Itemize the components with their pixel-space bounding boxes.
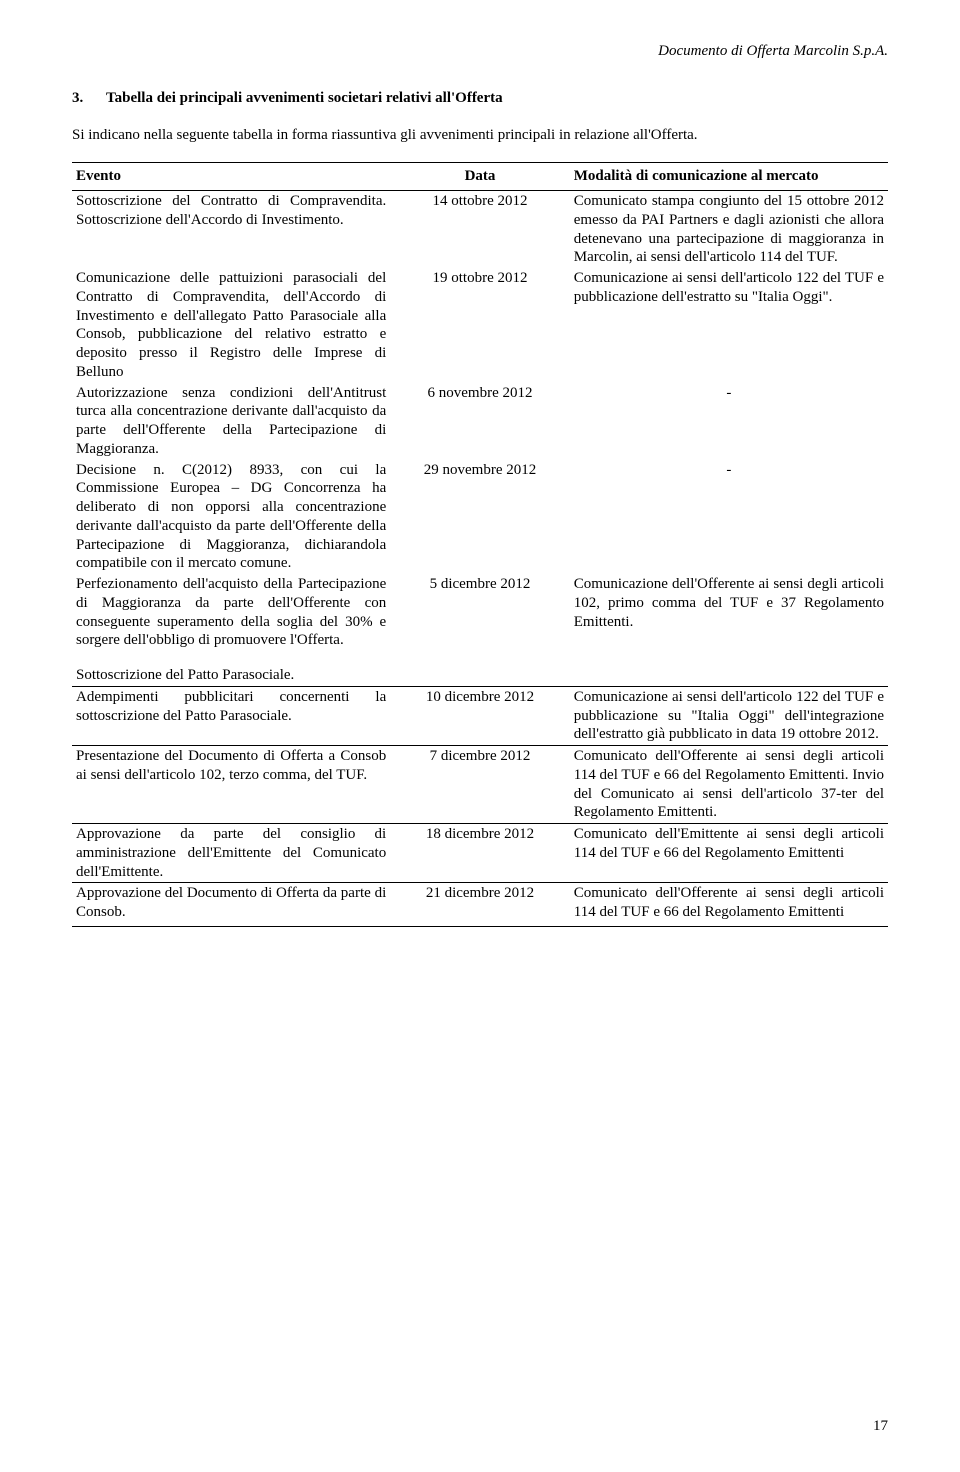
cell-modalita: Comunicato stampa congiunto del 15 ottob…	[570, 191, 888, 269]
cell-modalita: -	[570, 383, 888, 460]
cell-data: 6 novembre 2012	[390, 383, 570, 460]
cell-modalita: -	[570, 460, 888, 575]
cell-modalita: Comunicazione ai sensi dell'articolo 122…	[570, 268, 888, 383]
cell-data: 29 novembre 2012	[390, 460, 570, 575]
cell-data: 14 ottobre 2012	[390, 191, 570, 269]
cell-modalita: Comunicato dell'Offerente ai sensi degli…	[570, 883, 888, 927]
cell-modalita: Comunicato dell'Emittente ai sensi degli…	[570, 824, 888, 883]
table-header-row: Evento Data Modalità di comunicazione al…	[72, 163, 888, 191]
cell-data: 10 dicembre 2012	[390, 686, 570, 745]
table-row: Perfezionamento dell'acquisto della Part…	[72, 574, 888, 651]
cell-evento: Adempimenti pubblicitari concernenti la …	[72, 686, 390, 745]
cell-evento: Perfezionamento dell'acquisto della Part…	[72, 574, 390, 651]
table-row: Approvazione del Documento di Offerta da…	[72, 883, 888, 927]
spacer	[72, 651, 888, 665]
table-row: Comunicazione delle pattuizioni parasoci…	[72, 268, 888, 383]
section-heading: 3. Tabella dei principali avvenimenti so…	[72, 89, 888, 108]
table-row: Decisione n. C(2012) 8933, con cui la Co…	[72, 460, 888, 575]
cell-evento: Sottoscrizione del Contratto di Comprave…	[72, 191, 390, 269]
cell-data	[390, 665, 570, 686]
col-header-data: Data	[390, 163, 570, 191]
section-title-text: Tabella dei principali avvenimenti socie…	[106, 89, 503, 108]
cell-data: 7 dicembre 2012	[390, 746, 570, 824]
table-row: Sottoscrizione del Patto Parasociale.	[72, 665, 888, 686]
cell-evento: Decisione n. C(2012) 8933, con cui la Co…	[72, 460, 390, 575]
section-number: 3.	[72, 89, 106, 108]
cell-modalita	[570, 665, 888, 686]
col-header-evento: Evento	[72, 163, 390, 191]
cell-evento: Approvazione da parte del consiglio di a…	[72, 824, 390, 883]
cell-data: 5 dicembre 2012	[390, 574, 570, 651]
cell-data: 19 ottobre 2012	[390, 268, 570, 383]
cell-evento: Autorizzazione senza condizioni dell'Ant…	[72, 383, 390, 460]
cell-data: 18 dicembre 2012	[390, 824, 570, 883]
cell-data: 21 dicembre 2012	[390, 883, 570, 927]
cell-evento: Presentazione del Documento di Offerta a…	[72, 746, 390, 824]
table-row: Adempimenti pubblicitari concernenti la …	[72, 686, 888, 745]
table-row: Autorizzazione senza condizioni dell'Ant…	[72, 383, 888, 460]
table-row: Presentazione del Documento di Offerta a…	[72, 746, 888, 824]
running-header: Documento di Offerta Marcolin S.p.A.	[72, 42, 888, 61]
cell-evento: Sottoscrizione del Patto Parasociale.	[72, 665, 390, 686]
cell-modalita: Comunicazione dell'Offerente ai sensi de…	[570, 574, 888, 651]
table-row: Sottoscrizione del Contratto di Comprave…	[72, 191, 888, 269]
cell-evento: Comunicazione delle pattuizioni parasoci…	[72, 268, 390, 383]
page-number: 17	[873, 1417, 888, 1436]
page: Documento di Offerta Marcolin S.p.A. 3. …	[0, 0, 960, 1472]
cell-modalita: Comunicazione ai sensi dell'articolo 122…	[570, 686, 888, 745]
cell-modalita: Comunicato dell'Offerente ai sensi degli…	[570, 746, 888, 824]
col-header-modalita: Modalità di comunicazione al mercato	[570, 163, 888, 191]
events-table: Evento Data Modalità di comunicazione al…	[72, 162, 888, 927]
section-intro: Si indicano nella seguente tabella in fo…	[72, 126, 888, 145]
table-row: Approvazione da parte del consiglio di a…	[72, 824, 888, 883]
cell-evento: Approvazione del Documento di Offerta da…	[72, 883, 390, 927]
